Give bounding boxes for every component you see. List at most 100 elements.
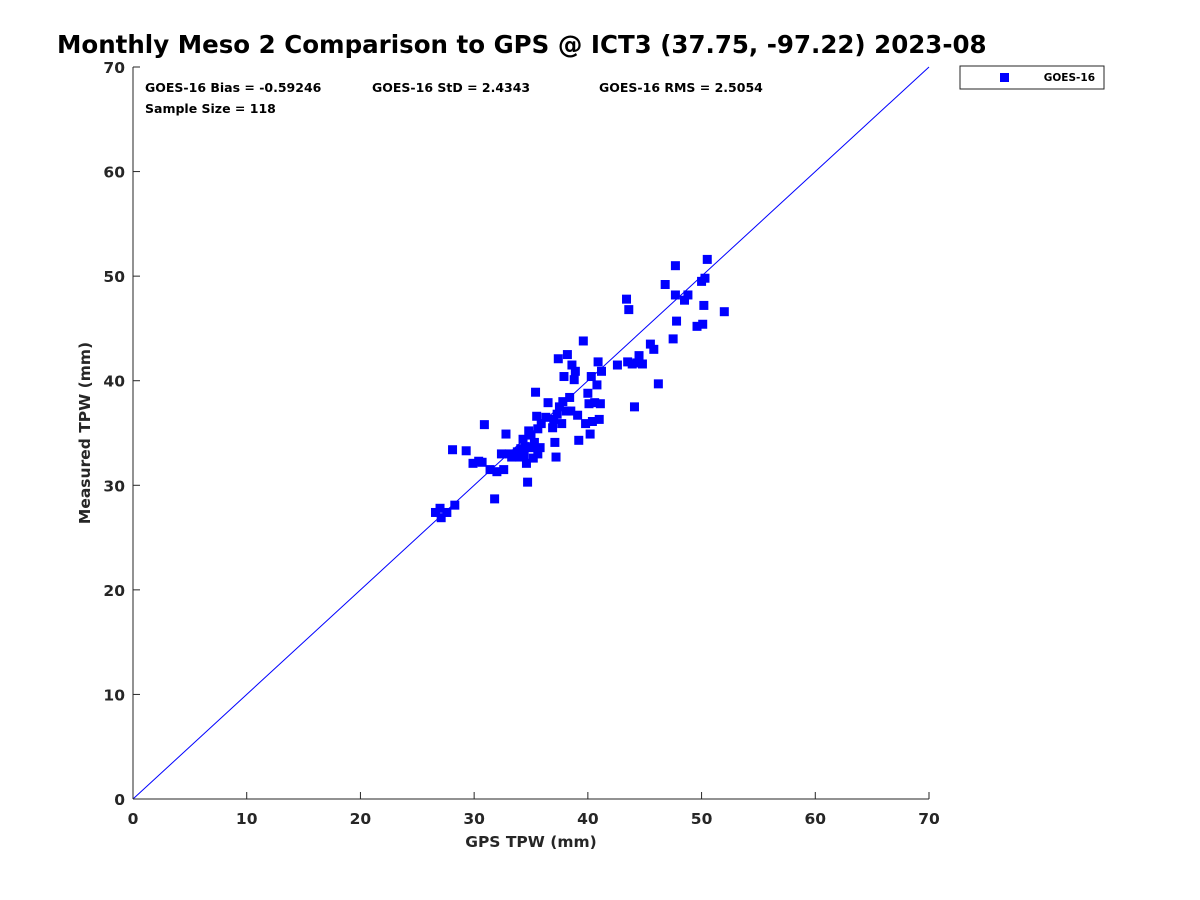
data-point-92 [692,321,702,331]
data-point-58 [573,410,583,420]
data-point-62 [583,388,593,398]
data-point-10 [479,420,489,430]
x-tick-label: 20 [350,810,372,828]
data-point-89 [672,316,682,326]
data-point-51 [561,406,571,416]
data-point-22 [516,444,526,454]
axes [132,67,929,800]
data-point-57 [570,366,580,376]
y-tick-label: 70 [103,59,125,77]
data-point-66 [587,417,597,426]
data-point-87 [670,290,680,300]
bias-annotation: GOES-16 Bias = -0.59246 [145,80,322,95]
data-point-35 [533,424,543,434]
x-tick-label: 70 [918,810,940,828]
data-point-97 [702,254,712,264]
data-point-69 [593,357,603,367]
data-point-88 [670,261,680,271]
data-point-74 [622,294,632,304]
data-point-82 [645,339,655,349]
rms-annotation: GOES-16 RMS = 2.5054 [599,80,763,95]
data-point-34 [532,411,542,421]
chart-title: Monthly Meso 2 Comparison to GPS @ ICT3 … [57,30,987,59]
data-point-68 [592,380,602,390]
legend-label-goes-16: GOES-16 [1044,72,1095,84]
data-point-86 [668,334,678,344]
data-point-95 [699,300,709,310]
data-point-54 [566,406,576,416]
data-point-4 [450,500,460,510]
data-point-15 [499,465,509,475]
y-tick-label: 10 [103,686,125,704]
data-point-31 [528,453,538,463]
data-point-84 [653,379,663,389]
data-point-81 [637,359,647,369]
data-point-1 [435,503,445,513]
data-point-30 [527,443,537,453]
data-point-72 [597,366,606,376]
y-tick-label: 0 [114,791,125,809]
data-point-38 [536,419,546,429]
data-point-85 [660,280,670,290]
data-point-60 [578,336,588,346]
data-point-33 [531,387,541,397]
data-point-46 [553,354,563,364]
legend: GOES-16 [959,65,1105,90]
data-point-27 [523,477,533,487]
data-point-41 [548,423,558,433]
data-point-96 [700,273,710,283]
data-point-11 [485,465,495,475]
data-point-9 [477,457,487,467]
data-point-45 [552,409,562,419]
data-point-67 [590,398,600,408]
data-point-39 [541,412,551,422]
data-point-21 [515,452,525,462]
data-point-49 [558,397,568,407]
data-point-50 [559,372,569,382]
data-point-75 [623,357,633,367]
y-ticks: 0 10 20 30 40 50 60 70 [103,59,140,809]
legend-box [959,65,1105,90]
legend-marker-goes-16 [1000,73,1009,82]
data-point-59 [574,435,584,445]
data-point-70 [594,414,604,424]
data-point-2 [436,513,446,523]
y-axis-label: Measured TPW (mm) [76,342,94,524]
x-ticks: 0 10 20 30 40 50 60 70 [128,792,940,828]
data-point-56 [569,375,579,385]
data-point-55 [567,360,577,370]
x-tick-label: 0 [128,810,139,828]
data-point-26 [521,458,531,468]
y-tick-label: 20 [103,582,125,600]
data-point-73 [612,360,622,370]
data-point-24 [519,450,529,460]
y-tick-label: 60 [103,164,125,182]
data-point-71 [595,399,605,409]
data-point-29 [526,430,536,440]
data-point-76 [624,305,634,315]
data-point-78 [629,402,639,412]
data-point-90 [680,295,690,305]
x-tick-label: 30 [463,810,485,828]
data-point-52 [562,350,572,360]
y-tick-label: 40 [103,373,125,391]
data-point-98 [719,307,729,317]
data-point-12 [490,494,500,504]
data-point-61 [581,419,591,429]
x-axis-label: GPS TPW (mm) [465,833,597,851]
data-point-7 [468,458,478,468]
data-point-32 [529,437,539,447]
std-annotation: GOES-16 StD = 2.4343 [372,80,530,95]
data-point-44 [551,452,561,462]
data-points [430,254,729,523]
data-point-14 [496,449,506,459]
y-tick-label: 50 [103,268,125,286]
data-point-13 [492,467,502,477]
data-point-91 [683,290,693,300]
data-point-0 [430,507,440,517]
x-tick-label: 10 [236,810,258,828]
data-point-42 [549,414,559,424]
data-point-47 [554,402,564,412]
data-point-43 [550,437,560,447]
